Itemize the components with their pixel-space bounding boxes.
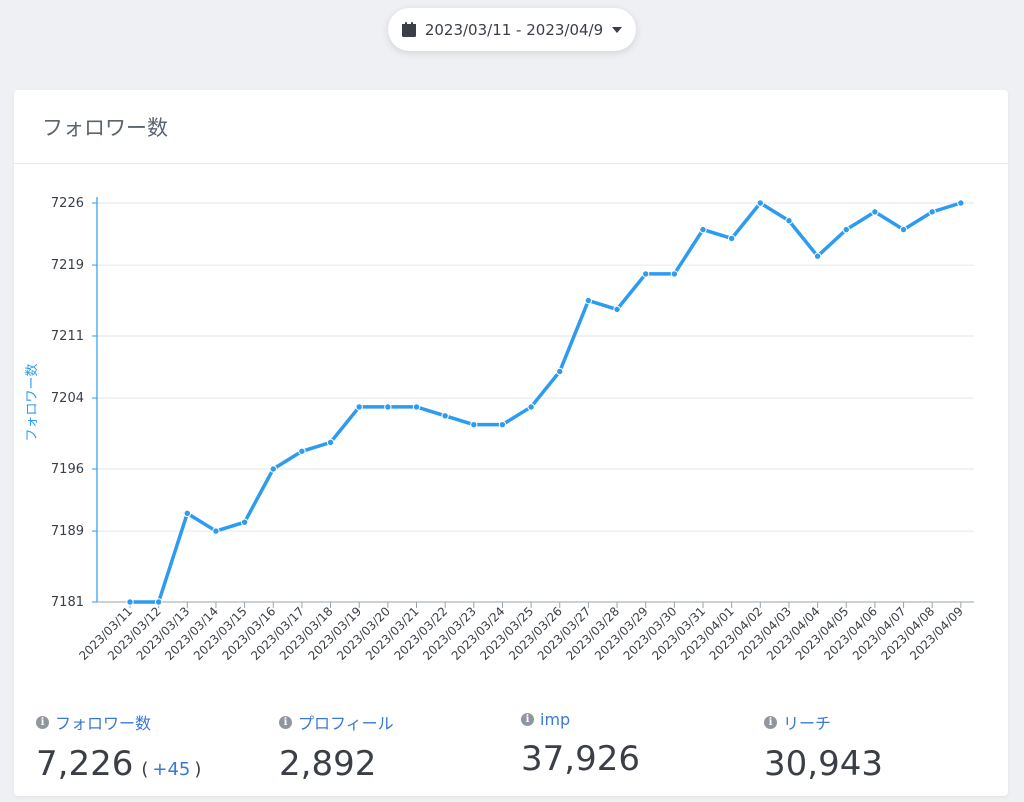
data-point <box>727 234 736 243</box>
series-line <box>128 201 963 604</box>
data-point <box>957 199 965 207</box>
stat-reach-label: リーチ <box>783 714 832 733</box>
data-point <box>212 527 220 535</box>
data-point <box>384 403 392 411</box>
data-point <box>269 465 277 473</box>
stat-followers-value-row: 7,226 (+45) <box>36 744 201 790</box>
y-tick-label: 7226 <box>51 196 84 211</box>
data-point <box>584 296 593 305</box>
stat-followers-value: 7,226 <box>36 744 134 784</box>
data-point <box>240 518 249 526</box>
followers-card: フォロワー数 7181 7189 7196 7204 7211 7219 7226 フォロワー… <box>14 90 1008 796</box>
y-tick-label: 7196 <box>51 462 84 477</box>
y-axis-title: フォロワー数 <box>25 363 40 441</box>
stat-reach-label-row[interactable]: i リーチ <box>764 710 883 734</box>
data-point <box>326 438 335 447</box>
followers-line-chart: 7181718971967204721172197226フォロワー数2023/0… <box>25 196 974 663</box>
stat-imp-label-row[interactable]: i imp <box>521 710 640 729</box>
y-tick-label: 7204 <box>51 391 84 406</box>
data-point <box>527 403 535 411</box>
stats-row: i フォロワー数 7,226 (+45) i プロフィール 2,892 i imp… <box>14 710 1008 796</box>
y-tick-label: 7219 <box>51 258 84 273</box>
data-point <box>670 270 679 278</box>
y-tick-label: 7211 <box>51 329 84 344</box>
y-tick-label: 7189 <box>51 524 84 539</box>
data-point <box>556 367 564 376</box>
data-point <box>183 509 192 518</box>
data-point <box>785 217 793 225</box>
stat-profile-label: プロフィール <box>298 714 394 733</box>
data-point <box>813 252 822 260</box>
data-point <box>642 270 650 278</box>
stat-imp-label: imp <box>540 710 571 729</box>
data-point <box>154 598 163 606</box>
stat-profile-value: 2,892 <box>279 744 377 784</box>
stat-imp: i imp 37,926 <box>521 710 640 779</box>
date-range-label: 2023/03/11 - 2023/04/9 <box>424 20 604 39</box>
info-icon[interactable]: i <box>521 713 534 726</box>
data-point <box>441 412 449 420</box>
data-point <box>899 225 908 234</box>
info-icon[interactable]: i <box>764 715 777 729</box>
stat-profile-label-row[interactable]: i プロフィール <box>279 710 394 734</box>
stat-followers: i フォロワー数 7,226 (+45) <box>36 710 201 790</box>
stat-followers-label: フォロワー数 <box>55 714 152 733</box>
info-icon[interactable]: i <box>279 715 292 729</box>
data-point <box>842 225 850 234</box>
data-point <box>498 420 507 429</box>
stat-followers-label-row[interactable]: i フォロワー数 <box>36 710 201 734</box>
stat-reach-value: 30,943 <box>764 744 883 784</box>
data-point <box>756 199 764 207</box>
data-point <box>470 420 478 429</box>
data-point <box>412 403 421 411</box>
data-point <box>699 225 707 234</box>
stat-reach: i リーチ 30,943 <box>764 710 883 784</box>
info-icon[interactable]: i <box>36 715 49 729</box>
y-tick-label: 7181 <box>51 595 84 610</box>
data-point <box>928 208 936 216</box>
stat-followers-delta: (+45) <box>141 759 202 780</box>
data-point <box>613 305 621 314</box>
card-title: フォロワー数 <box>42 115 168 140</box>
data-point <box>355 403 363 411</box>
data-point <box>298 447 306 455</box>
stat-profile: i プロフィール 2,892 <box>279 710 394 784</box>
date-range-picker[interactable]: 2023/03/11 - 2023/04/9 <box>388 8 636 51</box>
caret-down-icon <box>612 26 623 33</box>
data-point <box>126 598 134 606</box>
calendar-icon <box>401 22 416 37</box>
data-point <box>871 208 879 216</box>
stat-followers-delta-value: +45 <box>152 759 191 780</box>
card-header: フォロワー数 <box>14 90 1008 164</box>
stat-imp-value: 37,926 <box>521 739 640 779</box>
